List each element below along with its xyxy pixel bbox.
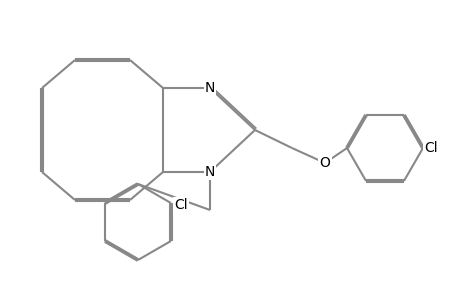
Text: Cl: Cl — [174, 198, 187, 212]
Text: Cl: Cl — [423, 141, 437, 155]
Text: N: N — [204, 81, 215, 95]
Text: O: O — [319, 156, 330, 170]
Text: N: N — [204, 165, 215, 179]
